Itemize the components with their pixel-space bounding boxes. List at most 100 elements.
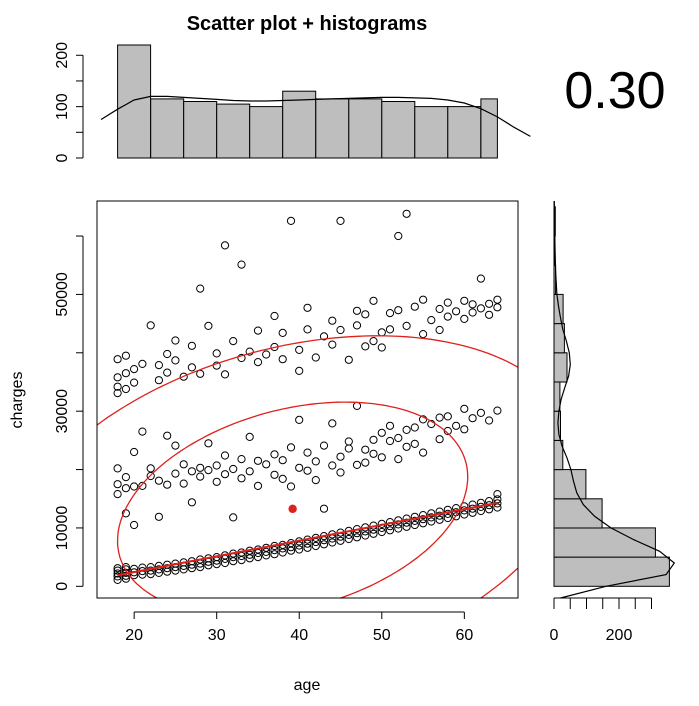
scatter-point xyxy=(303,448,312,457)
correlation-value: 0.30 xyxy=(564,62,665,120)
scatter-point xyxy=(476,274,485,283)
scatter-point xyxy=(468,308,477,317)
scatter-point xyxy=(402,442,411,451)
regression-line xyxy=(117,501,498,577)
top-histogram-panel: Scatter plot + histograms 0 100 200 xyxy=(54,13,531,162)
scatter-point xyxy=(113,566,122,575)
scatter-point xyxy=(270,450,279,459)
scatter-point xyxy=(113,382,122,391)
scatter-point xyxy=(468,508,477,517)
top-y-tick-label: 200 xyxy=(54,42,71,69)
scatter-point xyxy=(443,312,452,321)
right-histogram-x-axis: 0 200 xyxy=(550,597,652,644)
scatter-point xyxy=(154,476,163,485)
scatter-point xyxy=(278,355,287,364)
right-histogram-bar xyxy=(553,352,568,383)
scatter-point xyxy=(443,505,452,514)
scatter-point xyxy=(113,355,122,364)
scatter-point xyxy=(328,461,337,470)
scatter-point xyxy=(163,480,172,489)
y-tick-label: 50000 xyxy=(54,272,71,317)
scatter-point xyxy=(163,368,172,377)
scatter-point xyxy=(352,306,362,315)
scatter-point xyxy=(493,495,502,504)
scatter-point xyxy=(295,541,304,550)
scatter-point xyxy=(435,413,444,422)
right-x-tick-label: 0 xyxy=(550,627,559,644)
scatter-point xyxy=(146,321,155,330)
x-tick-label: 20 xyxy=(125,627,143,644)
scatter-point xyxy=(121,369,131,378)
scatter-point xyxy=(113,389,122,398)
y-tick-label: 10000 xyxy=(54,506,71,551)
scatter-point xyxy=(319,441,329,450)
scatter-point xyxy=(336,536,345,545)
x-axis: 20 30 40 50 60 xyxy=(125,611,473,644)
scatter-point xyxy=(402,321,411,330)
top-histogram-bar xyxy=(282,90,317,159)
scatter-point xyxy=(303,543,312,552)
scatter-point xyxy=(270,546,279,555)
scatter-point xyxy=(278,456,287,465)
scatter-point xyxy=(130,378,139,387)
fit-overlays xyxy=(97,335,518,598)
scatter-point xyxy=(171,356,180,365)
scatter-point xyxy=(452,421,461,430)
scatter-point xyxy=(410,516,419,526)
confidence-ellipse-95 xyxy=(97,335,518,598)
scatter-point xyxy=(369,337,378,346)
right-histogram-bar xyxy=(553,381,561,412)
scatter-point xyxy=(394,433,403,443)
scatter-point xyxy=(468,300,477,309)
right-histogram-bar xyxy=(553,556,670,587)
scatter-point xyxy=(443,412,452,421)
scatter-point xyxy=(253,358,263,367)
scatter-point xyxy=(402,425,411,434)
scatter-point xyxy=(319,540,329,549)
scatter-point xyxy=(303,325,312,334)
scatter-point xyxy=(419,515,428,524)
scatter-point xyxy=(270,470,279,479)
scatter-point xyxy=(212,461,221,470)
top-histogram-bar xyxy=(150,98,185,159)
scatter-point xyxy=(113,572,122,581)
top-histogram-density-curve xyxy=(100,95,531,137)
scatter-point xyxy=(237,455,246,464)
scatter-point xyxy=(427,513,436,522)
right-histogram-panel: 0 200 xyxy=(550,200,676,644)
scatter-point xyxy=(468,414,477,423)
scatter-point xyxy=(237,353,246,363)
scatter-point xyxy=(237,260,246,269)
scatter-point xyxy=(187,341,196,350)
scatter-point xyxy=(204,321,213,330)
top-histogram-bar xyxy=(315,98,350,159)
scatter-point xyxy=(278,544,287,553)
scatter-point xyxy=(303,303,312,312)
scatter-point xyxy=(385,436,395,446)
y-axis-label: charges xyxy=(9,372,26,429)
x-axis-label: age xyxy=(294,677,321,694)
scatter-point xyxy=(245,467,254,476)
scatter-point xyxy=(460,510,469,519)
scatter-point xyxy=(493,503,502,512)
scatter-point xyxy=(394,524,403,533)
scatter-point xyxy=(113,480,122,489)
scatter-point xyxy=(319,504,329,513)
scatter-point xyxy=(212,477,221,486)
scatter-point xyxy=(171,469,180,478)
scatter-point xyxy=(187,467,196,476)
scatter-point xyxy=(336,325,345,335)
main-scatter-panel: 20 30 40 50 60 0 10000 30000 50000 age charges xyxy=(9,200,519,694)
x-tick-label: 50 xyxy=(373,627,391,644)
top-y-tick-label: 0 xyxy=(54,153,71,162)
scatter-point xyxy=(485,505,494,514)
scatter-point xyxy=(344,437,353,446)
scatter-point xyxy=(253,456,263,465)
scatter-point xyxy=(394,231,403,241)
scatter-point xyxy=(369,449,378,458)
scatter-point xyxy=(385,526,395,535)
scatter-point xyxy=(113,575,122,585)
right-histogram-bar xyxy=(553,469,587,500)
scatter-point xyxy=(130,482,139,491)
scatter-point xyxy=(352,321,362,330)
